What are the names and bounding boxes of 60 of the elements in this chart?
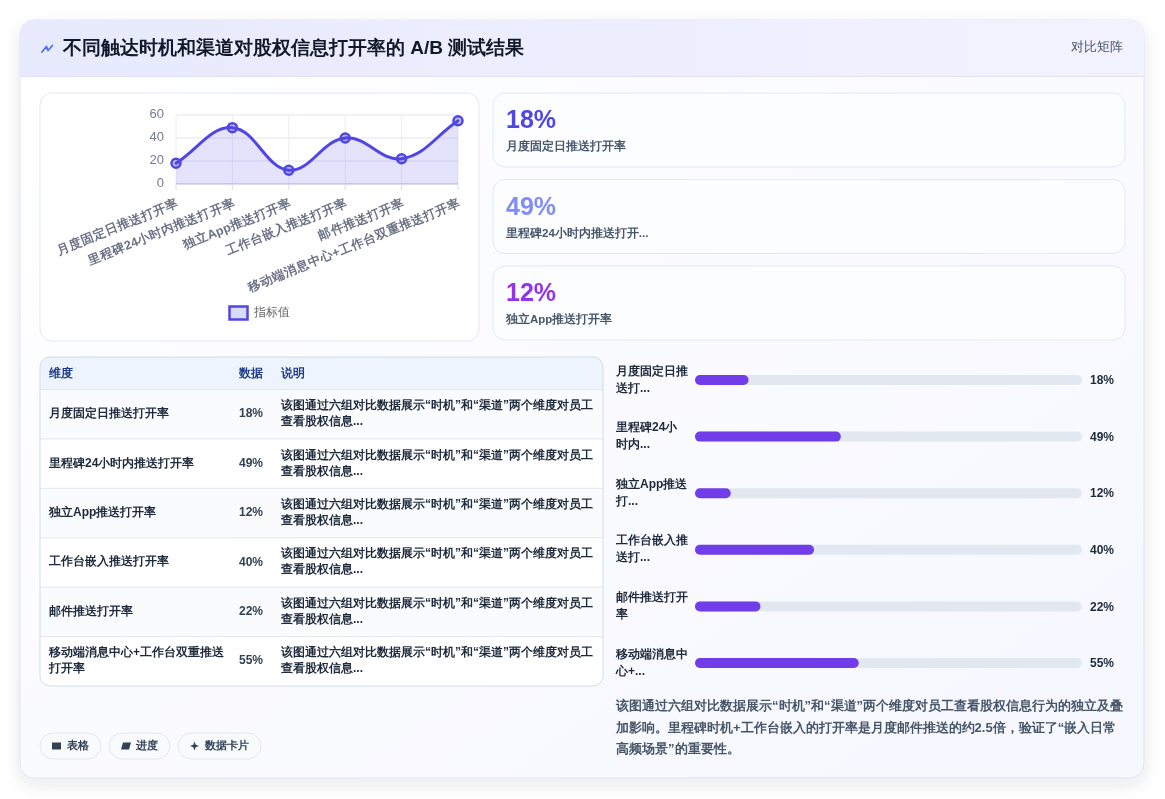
- text: 22%: [239, 604, 264, 619]
- category-label: 移动端消息中心+工作台双重推送打开率: [48, 645, 226, 676]
- y-tick-label: 月度固定日推送打...: [615, 363, 688, 395]
- point: [170, 157, 182, 170]
- bar: [695, 488, 731, 499]
- text: 40%: [239, 554, 264, 569]
- text: 49%: [239, 455, 264, 470]
- text: 该图通过六组对比数据展示“时机”和“渠道”两个维度对员工查看股权信息...: [280, 596, 593, 627]
- text: 该图通过六组对比数据展示“时机”和“渠道”两个维度对员工查看股权信息...: [280, 497, 593, 528]
- category-label: 里程碑24小时内推送打开率: [48, 455, 195, 470]
- text: 18%: [239, 406, 264, 421]
- y-tick-label: 独立App推送打...: [615, 476, 689, 508]
- y-tick-label: 0: [156, 175, 164, 191]
- text: 55%: [239, 653, 264, 668]
- data-label: 55%: [1090, 656, 1115, 671]
- text: 49%: [506, 191, 557, 220]
- bar: [695, 601, 761, 612]
- text: 不同触达时机和渠道对股权信息打开率的 A/B 测试结果: [62, 37, 526, 59]
- text: 数据: [238, 367, 263, 381]
- bar: [695, 375, 749, 385]
- y-tick-label: 20: [149, 152, 164, 168]
- text: 数据卡片: [204, 739, 249, 752]
- text: 表格: [66, 739, 90, 752]
- category-label: 月度固定日推送打开率: [505, 139, 626, 153]
- point: [226, 121, 239, 134]
- text: 该图通过六组对比数据展示“时机”和“渠道”两个维度对员工查看股权信息行为的独立及叠加影响。里程碑时机+工作台嵌入的打开率是月度邮件推送的约2.5倍，验证了“嵌入日常高频场景”的重要性。: [615, 698, 1123, 757]
- text: 12%: [506, 278, 557, 306]
- data-label: 49%: [1090, 429, 1115, 444]
- point: [395, 152, 408, 165]
- point: [283, 164, 295, 176]
- category-label: 独立App推送打开率: [505, 312, 613, 325]
- category-label: 里程碑24小时内推送打开...: [505, 225, 649, 239]
- data-label: 40%: [1090, 542, 1115, 557]
- text: 12%: [239, 505, 264, 520]
- y-tick-label: 移动端消息中心+...: [615, 646, 688, 678]
- text: 该图通过六组对比数据展示“时机”和“渠道”两个维度对员工查看股权信息...: [280, 546, 593, 577]
- text: 说明: [280, 366, 305, 380]
- category-label: 邮件推送打开率: [49, 604, 133, 619]
- y-tick-label: 40: [149, 129, 164, 145]
- legend-label: 指标值: [252, 305, 290, 320]
- text: 维度: [48, 366, 73, 380]
- category-label: 独立App推送打开率: [48, 505, 157, 520]
- text: 该图通过六组对比数据展示“时机”和“渠道”两个维度对员工查看股权信息...: [280, 645, 593, 676]
- text: 对比矩阵: [1071, 40, 1123, 55]
- text: 该图通过六组对比数据展示“时机”和“渠道”两个维度对员工查看股权信息...: [280, 398, 593, 429]
- point: [452, 115, 464, 127]
- y-tick-label: 工作台嵌入推送打...: [615, 533, 688, 565]
- text: 18%: [506, 105, 557, 133]
- text: 该图通过六组对比数据展示“时机”和“渠道”两个维度对员工查看股权信息...: [280, 447, 593, 478]
- point: [339, 132, 351, 144]
- bar: [695, 544, 815, 555]
- data-label: 12%: [1090, 486, 1115, 501]
- y-tick-label: 60: [149, 106, 164, 122]
- y-tick-label: 邮件推送打开率: [615, 590, 688, 622]
- text: 进度: [135, 739, 158, 752]
- y-tick-label: 里程碑24小时内...: [615, 420, 679, 452]
- data-label: 22%: [1090, 599, 1115, 614]
- category-label: 工作台嵌入推送打开率: [48, 554, 169, 569]
- category-label: 月度固定日推送打开率: [48, 406, 169, 421]
- data-label: 18%: [1090, 373, 1115, 388]
